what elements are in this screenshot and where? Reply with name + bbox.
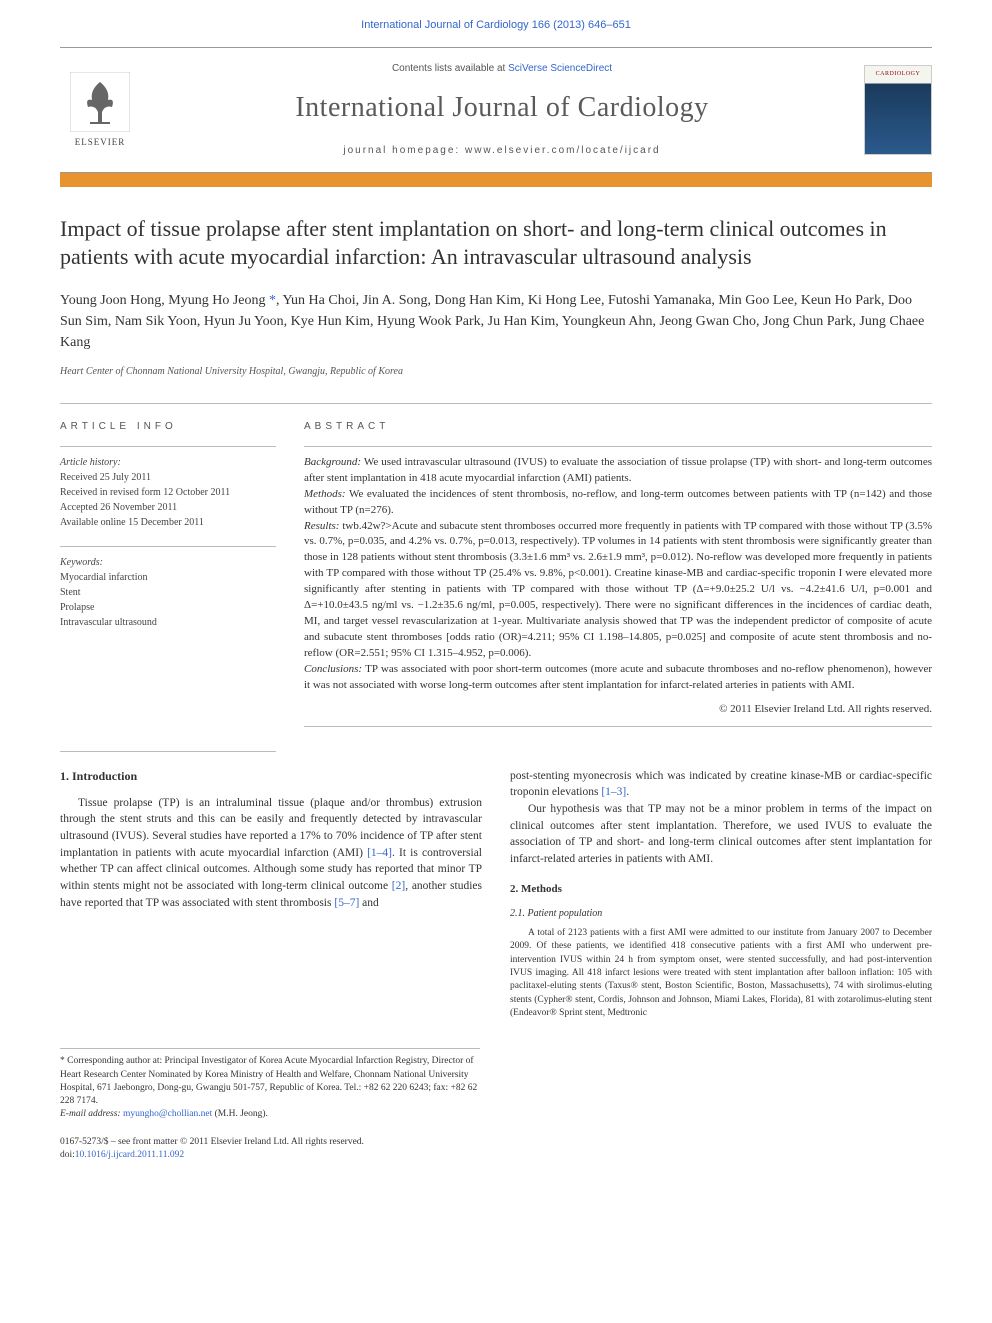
ref-link[interactable]: [1–4] bbox=[367, 847, 392, 859]
doi-link[interactable]: 10.1016/j.ijcard.2011.11.092 bbox=[75, 1150, 184, 1160]
right-body-column: post-stenting myonecrosis which was indi… bbox=[510, 768, 932, 1021]
authors-text: Young Joon Hong, Myung Ho Jeong *, Yun H… bbox=[60, 293, 924, 350]
results-text: twb.42w?>Acute and subacute stent thromb… bbox=[304, 520, 932, 660]
abstract-heading: ABSTRACT bbox=[304, 420, 932, 434]
article-info-column: ARTICLE INFO Article history: Received 2… bbox=[60, 420, 276, 727]
contents-prefix: Contents lists available at bbox=[392, 63, 508, 74]
methods-label: Methods: bbox=[304, 488, 346, 500]
corresponding-footnote: * Corresponding author at: Principal Inv… bbox=[60, 1048, 480, 1121]
conclusions-text: TP was associated with poor short-term o… bbox=[304, 663, 932, 691]
corresponding-asterisk[interactable]: * bbox=[269, 293, 276, 308]
methods-text: We evaluated the incidences of stent thr… bbox=[304, 488, 932, 516]
email-label: E-mail address: bbox=[60, 1109, 123, 1119]
methods-paragraph: A total of 2123 patients with a first AM… bbox=[510, 927, 932, 1020]
article-history: Article history: Received 25 July 2011 R… bbox=[60, 455, 276, 530]
footnote-text: * Corresponding author at: Principal Inv… bbox=[60, 1055, 480, 1108]
background-text: We used intravascular ultrasound (IVUS) … bbox=[304, 456, 932, 484]
abstract-copyright: © 2011 Elsevier Ireland Ltd. All rights … bbox=[304, 702, 932, 718]
journal-header: ELSEVIER Contents lists available at Sci… bbox=[60, 47, 932, 172]
history-label: Article history: bbox=[60, 455, 276, 470]
volume-citation-link[interactable]: International Journal of Cardiology 166 … bbox=[0, 0, 992, 47]
conclusions-label: Conclusions: bbox=[304, 663, 362, 675]
issn-line: 0167-5273/$ – see front matter © 2011 El… bbox=[60, 1136, 932, 1149]
keyword: Stent bbox=[60, 585, 276, 600]
affiliation: Heart Center of Chonnam National Univers… bbox=[60, 365, 932, 379]
ref-link[interactable]: [2] bbox=[392, 880, 405, 892]
footnote-email-line: E-mail address: myungho@chollian.net (M.… bbox=[60, 1108, 480, 1121]
intro-text: post-stenting myonecrosis which was indi… bbox=[510, 770, 932, 799]
ref-link[interactable]: [1–3] bbox=[601, 786, 626, 798]
keyword: Myocardial infarction bbox=[60, 570, 276, 585]
contents-line: Contents lists available at SciVerse Sci… bbox=[140, 62, 864, 76]
keyword: Prolapse bbox=[60, 600, 276, 615]
intro-paragraph-3: Our hypothesis was that TP may not be a … bbox=[510, 801, 932, 868]
intro-text: and bbox=[359, 897, 378, 909]
doi-label: doi: bbox=[60, 1150, 75, 1160]
header-divider bbox=[60, 403, 932, 404]
left-body-column: 1. Introduction Tissue prolapse (TP) is … bbox=[60, 768, 482, 1021]
sciverse-link[interactable]: SciVerse ScienceDirect bbox=[508, 63, 612, 74]
article-info-heading: ARTICLE INFO bbox=[60, 420, 276, 434]
intro-paragraph-2: post-stenting myonecrosis which was indi… bbox=[510, 768, 932, 801]
ref-link[interactable]: [5–7] bbox=[334, 897, 359, 909]
header-center: Contents lists available at SciVerse Sci… bbox=[140, 62, 864, 157]
abstract-body: Background: We used intravascular ultras… bbox=[304, 455, 932, 718]
footer: 0167-5273/$ – see front matter © 2011 El… bbox=[60, 1136, 932, 1163]
article-title: Impact of tissue prolapse after stent im… bbox=[60, 215, 932, 272]
elsevier-tree-icon bbox=[70, 72, 130, 132]
methods-heading: 2. Methods bbox=[510, 882, 932, 897]
elsevier-label: ELSEVIER bbox=[75, 136, 126, 149]
keywords-block: Keywords: Myocardial infarction Stent Pr… bbox=[60, 555, 276, 630]
body-divider bbox=[60, 751, 276, 752]
history-received: Received 25 July 2011 bbox=[60, 470, 276, 485]
main-body: 1. Introduction Tissue prolapse (TP) is … bbox=[60, 768, 932, 1021]
journal-name: International Journal of Cardiology bbox=[140, 88, 864, 127]
intro-heading: 1. Introduction bbox=[60, 768, 482, 785]
background-label: Background: bbox=[304, 456, 361, 468]
history-revised: Received in revised form 12 October 2011 bbox=[60, 485, 276, 500]
intro-paragraph-1: Tissue prolapse (TP) is an intraluminal … bbox=[60, 795, 482, 912]
intro-text: . bbox=[626, 786, 629, 798]
keyword: Intravascular ultrasound bbox=[60, 615, 276, 630]
results-label: Results: bbox=[304, 520, 339, 532]
keywords-label: Keywords: bbox=[60, 555, 276, 570]
journal-homepage: journal homepage: www.elsevier.com/locat… bbox=[140, 144, 864, 158]
accent-bar bbox=[60, 173, 932, 187]
elsevier-logo: ELSEVIER bbox=[60, 65, 140, 155]
email-suffix: (M.H. Jeong). bbox=[212, 1109, 268, 1119]
abstract-column: ABSTRACT Background: We used intravascul… bbox=[304, 420, 932, 727]
info-abstract-row: ARTICLE INFO Article history: Received 2… bbox=[60, 420, 932, 727]
history-accepted: Accepted 26 November 2011 bbox=[60, 500, 276, 515]
email-link[interactable]: myungho@chollian.net bbox=[123, 1109, 212, 1119]
doi-line: doi:10.1016/j.ijcard.2011.11.092 bbox=[60, 1149, 932, 1162]
history-online: Available online 15 December 2011 bbox=[60, 515, 276, 530]
journal-cover-thumbnail bbox=[864, 65, 932, 155]
author-list: Young Joon Hong, Myung Ho Jeong *, Yun H… bbox=[60, 290, 932, 353]
methods-subheading: 2.1. Patient population bbox=[510, 907, 932, 921]
